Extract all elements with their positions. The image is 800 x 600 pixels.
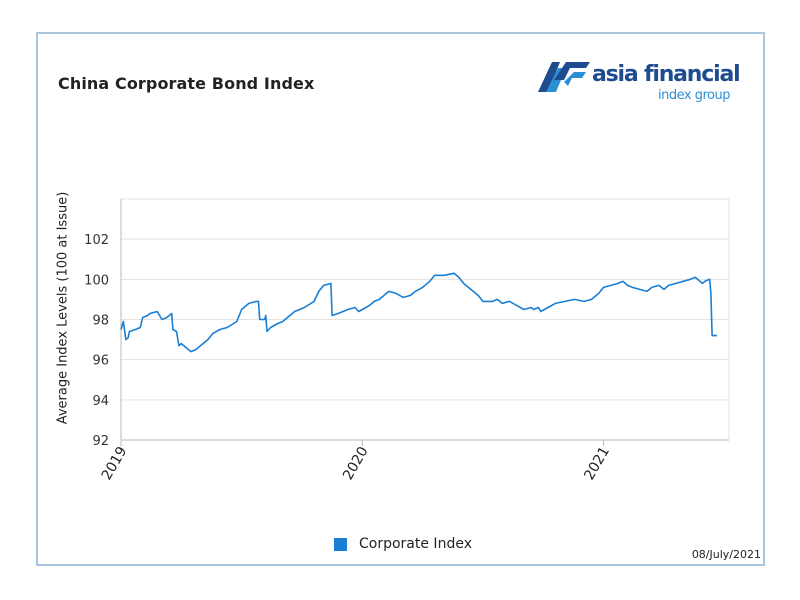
y-tick-label: 94: [92, 394, 109, 409]
y-tick-label: 92: [92, 434, 109, 449]
legend-label: Corporate Index: [359, 536, 472, 552]
logo-mark-icon: [538, 62, 590, 92]
logo: asia financial index group: [536, 60, 741, 108]
y-tick-label: 96: [92, 354, 109, 369]
logo-wordmark: asia financial: [592, 62, 741, 87]
y-tick-label: 100: [84, 273, 109, 288]
x-tick-label: 2021: [581, 444, 613, 483]
series-line-corporate-index: [120, 272, 717, 353]
chart-frame: [36, 32, 765, 566]
y-tick-label: 98: [92, 314, 109, 329]
y-tick-label: 102: [84, 233, 109, 248]
legend-swatch: [334, 537, 347, 551]
x-tick-label: 2020: [340, 444, 372, 483]
logo-subtitle: index group: [658, 88, 730, 103]
x-tick-label: 2019: [99, 444, 131, 483]
legend: Corporate Index: [334, 536, 472, 552]
date-stamp: 08/July/2021: [691, 548, 761, 561]
chart-title: China Corporate Bond Index: [58, 74, 315, 93]
